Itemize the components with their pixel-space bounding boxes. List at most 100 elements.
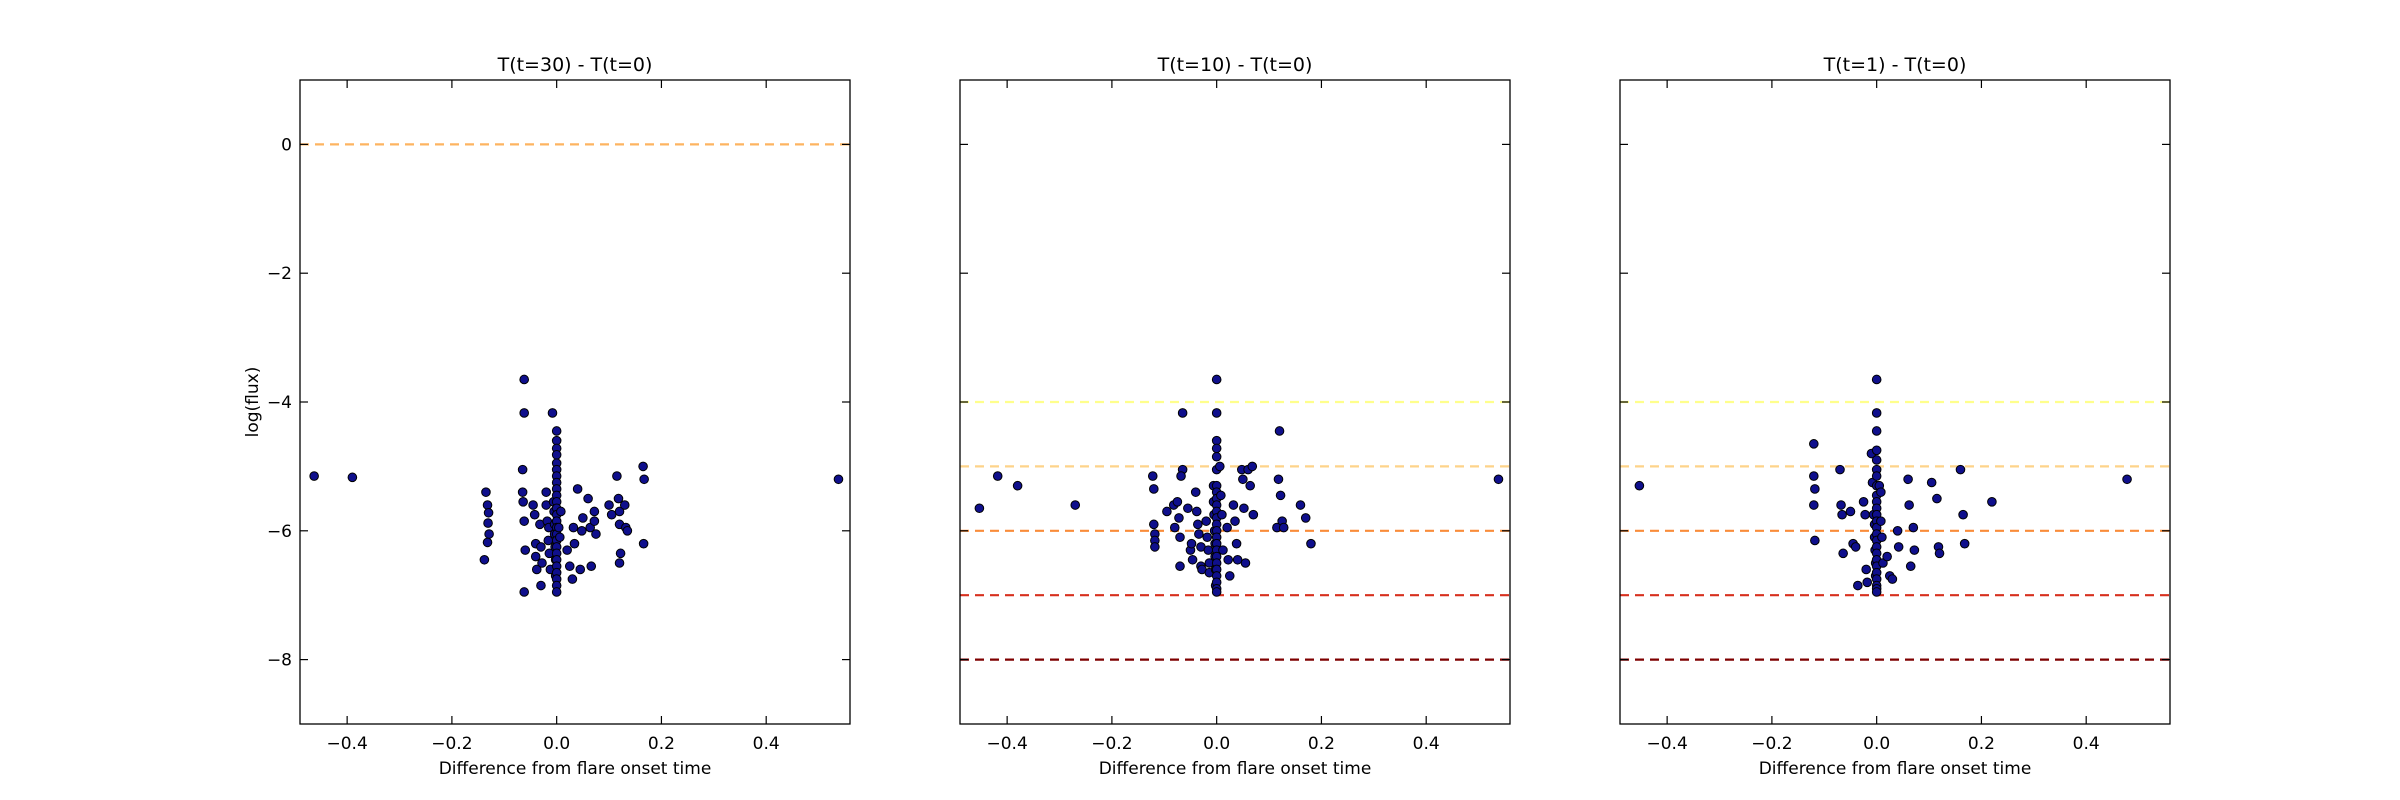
data-point xyxy=(517,464,528,475)
data-point xyxy=(1987,497,1997,507)
data-point xyxy=(482,500,493,510)
data-point xyxy=(1149,519,1159,530)
data-point xyxy=(562,545,572,555)
x-tick-label: −0.2 xyxy=(1751,734,1792,754)
data-point xyxy=(1273,474,1284,485)
data-point xyxy=(1904,500,1914,510)
y-tick-label: −4 xyxy=(267,393,292,413)
data-point xyxy=(536,542,546,552)
data-point xyxy=(1278,522,1289,533)
data-point xyxy=(1211,408,1222,418)
chart-title: T(t=1) - T(t=0) xyxy=(1823,54,1967,76)
x-tick-label: −0.2 xyxy=(1091,734,1132,754)
data-point xyxy=(519,516,529,526)
data-point xyxy=(568,522,579,533)
data-point xyxy=(1958,509,1968,520)
data-point xyxy=(1191,506,1202,517)
data-point xyxy=(613,493,624,504)
x-tick-label: 0.2 xyxy=(1968,734,1995,754)
data-point xyxy=(1248,509,1259,520)
x-tick-label: −0.2 xyxy=(431,734,472,754)
data-point xyxy=(1959,538,1970,549)
data-point xyxy=(1186,538,1197,549)
data-point xyxy=(1175,561,1185,572)
data-point xyxy=(1876,487,1886,497)
data-point xyxy=(1216,490,1226,501)
data-point xyxy=(578,513,588,523)
data-point xyxy=(1861,564,1871,575)
data-point xyxy=(1858,497,1869,507)
data-point xyxy=(1871,587,1882,597)
data-point xyxy=(1871,471,1882,481)
data-point xyxy=(309,471,319,481)
data-point xyxy=(1274,426,1285,436)
data-point xyxy=(1850,542,1861,552)
x-tick-label: 0.0 xyxy=(543,734,570,754)
data-point xyxy=(1810,535,1820,546)
data-point xyxy=(575,564,586,575)
data-point xyxy=(553,522,564,533)
data-point xyxy=(1194,529,1204,539)
data-point xyxy=(1295,500,1306,510)
x-tick-label: 0.2 xyxy=(648,734,675,754)
data-point xyxy=(1836,500,1846,510)
data-point xyxy=(518,497,528,507)
chart-panel-2: −0.4 −0.2 0.0 0.2 0.4 T(t=10) - T(t=0) Differe… xyxy=(959,54,1511,779)
data-point xyxy=(1175,532,1185,543)
data-point xyxy=(481,487,491,497)
data-point xyxy=(974,503,985,514)
x-tick-label: 0.4 xyxy=(2073,734,2100,754)
data-point xyxy=(483,518,493,528)
data-point xyxy=(484,529,494,539)
data-point xyxy=(1169,522,1180,533)
x-axis-label: Difference from flare onset time xyxy=(439,759,712,779)
data-point xyxy=(2122,474,2132,485)
data-point xyxy=(1809,500,1819,510)
data-point xyxy=(529,509,540,520)
data-point xyxy=(567,574,578,584)
data-point xyxy=(1162,506,1172,517)
data-point xyxy=(1871,374,1882,385)
data-point xyxy=(1877,532,1887,543)
data-point xyxy=(1239,503,1249,514)
data-point xyxy=(1871,408,1882,418)
data-point xyxy=(1176,471,1186,481)
data-point xyxy=(1903,474,1913,485)
data-point xyxy=(528,500,538,510)
data-point xyxy=(1882,551,1892,562)
data-point xyxy=(1174,513,1184,523)
data-point xyxy=(1202,532,1213,543)
data-point xyxy=(519,374,529,385)
data-point xyxy=(1070,500,1081,510)
data-point xyxy=(1245,480,1255,491)
data-point xyxy=(564,561,575,572)
x-axis-label: Difference from flare onset time xyxy=(1759,759,2032,779)
data-point xyxy=(614,558,625,568)
data-point xyxy=(589,506,600,517)
data-point xyxy=(1905,561,1916,572)
data-point xyxy=(1187,554,1198,565)
data-point xyxy=(612,471,622,481)
data-point xyxy=(1871,426,1882,436)
data-point xyxy=(1223,554,1233,565)
x-tick-label: 0.4 xyxy=(1413,734,1440,754)
data-point xyxy=(1150,542,1160,552)
data-point xyxy=(551,587,562,597)
chart-panel-3: −0.4 −0.2 0.0 0.2 0.4 T(t=1) - T(t=0) Differen… xyxy=(1619,54,2171,779)
data-point xyxy=(1934,548,1945,559)
data-point xyxy=(1837,509,1847,520)
data-point xyxy=(1232,554,1243,565)
data-point xyxy=(1871,455,1882,465)
data-point xyxy=(537,558,547,568)
x-axis-label: Difference from flare onset time xyxy=(1099,759,1372,779)
data-point xyxy=(1193,519,1203,530)
data-point xyxy=(1222,522,1232,533)
data-point xyxy=(992,471,1003,481)
data-point xyxy=(1871,445,1882,456)
data-point xyxy=(591,529,601,539)
data-point xyxy=(483,507,494,518)
y-tick-label: −2 xyxy=(267,264,292,284)
data-point xyxy=(619,500,630,510)
data-point xyxy=(1809,439,1819,449)
data-point xyxy=(1183,503,1193,514)
